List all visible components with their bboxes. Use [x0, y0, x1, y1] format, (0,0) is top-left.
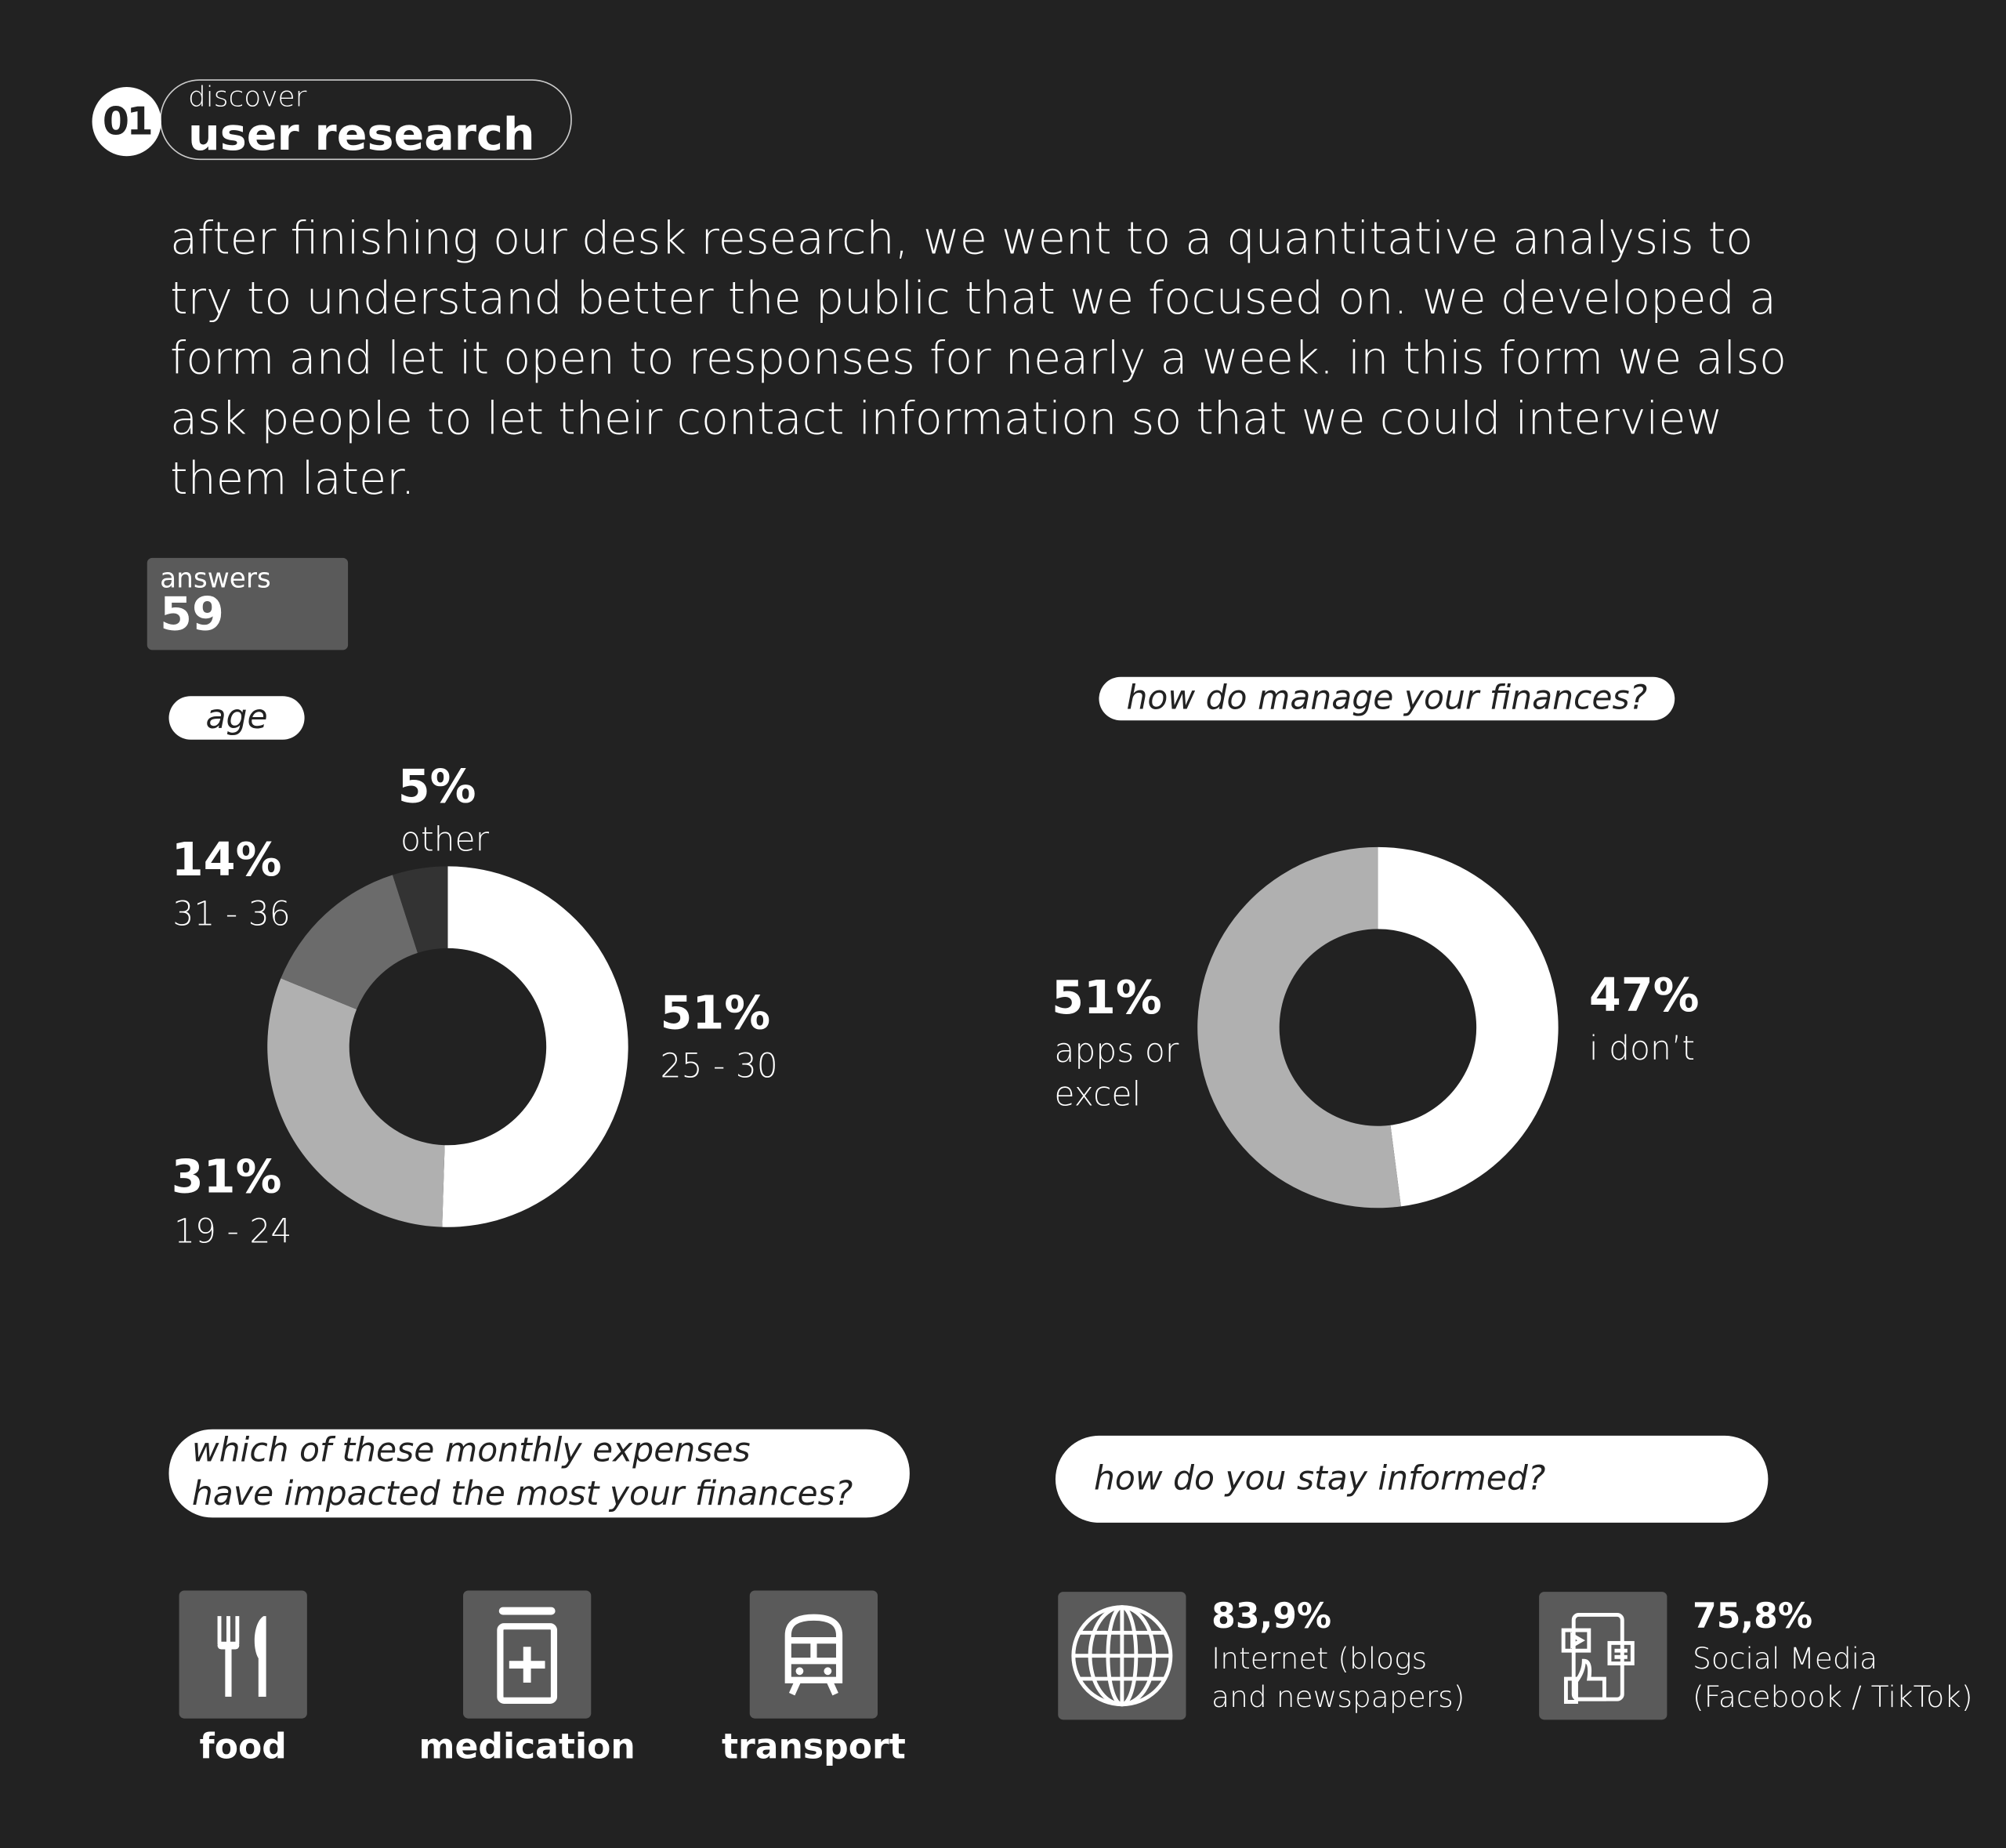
label-line: excel [1054, 1076, 1142, 1115]
donut-slice-19-24 [267, 978, 445, 1227]
internet-stat-label: Internet (blogs and newspapers) [1211, 1640, 1465, 1717]
informed-question-pill: how do you stay informed? [1055, 1435, 1769, 1523]
age-slice-label: 31 - 36 [172, 895, 291, 934]
age-slice-label-pct: 5% [397, 761, 476, 814]
internet-stat-value: 83,9% [1211, 1596, 1332, 1637]
social-media-phone-icon [1539, 1592, 1667, 1720]
expense-label-transport: transport [721, 1727, 906, 1767]
finances-slice-label: apps or excel [1054, 1030, 1179, 1117]
age-slice-label: 19 - 24 [174, 1212, 292, 1252]
section-kicker: discover [188, 82, 307, 114]
age-chart-title: age [168, 696, 305, 740]
finances-slice-label-pct: 51% [1052, 972, 1162, 1025]
age-slice-label-pct: 51% [660, 987, 771, 1041]
finances-chart-title: how do manage your finances? [1099, 676, 1675, 721]
answers-label: answers [160, 563, 271, 594]
age-slice-label-pct: 14% [171, 834, 282, 887]
section-title: user research [188, 110, 535, 161]
label-line: Internet (blogs [1211, 1643, 1428, 1676]
donut-slice-25-30 [442, 866, 628, 1227]
question-line: which of these monthly expenses [191, 1431, 751, 1470]
label-line: (Facebook / TikTok) [1693, 1681, 1973, 1715]
age-slice-label-pct: 31% [171, 1151, 282, 1205]
social-stat-label: Social Media (Facebook / TikTok) [1693, 1640, 1973, 1717]
question-line: have impacted the most your finances? [191, 1475, 853, 1514]
answers-count-card: answers 59 [147, 557, 349, 650]
train-icon [749, 1590, 878, 1719]
globe-icon [1058, 1592, 1186, 1720]
age-slice-label: 25 - 30 [660, 1048, 778, 1087]
intro-paragraph: after finishing our desk research, we we… [170, 213, 1787, 505]
fork-knife-icon [179, 1590, 307, 1719]
medicine-box-icon [463, 1590, 592, 1719]
donut-slice-apps-or-excel [1197, 846, 1401, 1208]
expenses-question-pill: which of these monthly expenses have imp… [168, 1429, 910, 1518]
age-slice-label: other [400, 821, 490, 861]
label-line: and newspapers) [1211, 1681, 1465, 1715]
donut-slice-other [392, 866, 448, 953]
finances-slice-label: i don’t [1588, 1030, 1696, 1069]
section-number-badge: 01 [92, 87, 161, 157]
social-stat-value: 75,8% [1693, 1596, 1813, 1637]
donut-slice-i-don-t [1378, 846, 1559, 1207]
answers-value: 59 [160, 589, 224, 641]
label-line: apps or [1054, 1032, 1179, 1071]
finances-slice-label-pct: 47% [1588, 969, 1700, 1023]
donut-slice-31-36 [281, 875, 418, 1009]
expense-label-medication: medication [418, 1727, 635, 1767]
label-line: Social Media [1693, 1643, 1878, 1676]
expense-label-food: food [199, 1727, 287, 1767]
